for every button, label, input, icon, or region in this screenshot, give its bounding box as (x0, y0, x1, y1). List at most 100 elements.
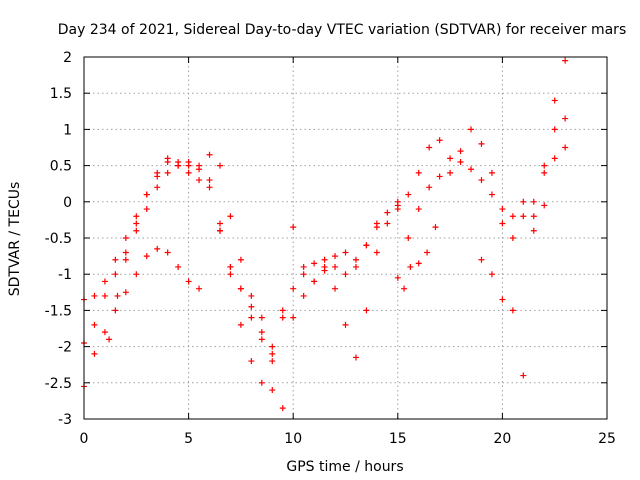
series-arc-3 (81, 245, 203, 390)
data-point (342, 271, 349, 278)
data-point (164, 249, 171, 256)
data-point (432, 224, 439, 231)
data-point (175, 263, 182, 270)
data-point (405, 191, 412, 198)
data-series (81, 57, 569, 412)
data-point (468, 166, 475, 173)
data-point (112, 271, 119, 278)
data-point (509, 307, 516, 314)
y-tick-label: 1.5 (50, 86, 72, 102)
data-point (352, 354, 359, 361)
data-point (541, 202, 548, 209)
data-point (405, 235, 412, 241)
data-point (91, 350, 98, 357)
data-point (415, 206, 422, 213)
data-point (91, 292, 98, 299)
data-point (269, 350, 276, 357)
data-point (133, 227, 140, 234)
data-point (300, 263, 307, 270)
data-point (258, 314, 265, 321)
series-arc-8 (394, 126, 506, 213)
data-point (269, 358, 276, 365)
x-axis-label: GPS time / hours (286, 459, 403, 475)
series-arc-13 (509, 57, 569, 220)
data-point (185, 162, 192, 169)
data-point (196, 285, 203, 292)
data-point (206, 177, 213, 184)
y-tick-label: -3 (58, 412, 72, 428)
data-point (248, 303, 255, 310)
data-point (562, 115, 569, 122)
data-point (332, 285, 339, 292)
data-point (415, 169, 422, 176)
data-point (373, 220, 380, 227)
data-point (562, 144, 569, 151)
data-point (530, 213, 537, 220)
data-point (478, 140, 485, 147)
data-point (530, 227, 537, 234)
x-tick-label: 0 (80, 431, 89, 447)
data-point (143, 206, 150, 213)
data-point (436, 137, 443, 144)
data-point (436, 173, 443, 180)
y-tick-label: -2 (58, 340, 72, 356)
data-point (258, 329, 265, 336)
series-arc-7 (290, 220, 380, 321)
data-point (258, 336, 265, 343)
data-point (237, 256, 244, 263)
data-point (394, 202, 401, 209)
series-arc-5 (216, 206, 401, 361)
y-tick-label: -0.5 (45, 231, 72, 247)
data-point (206, 151, 213, 158)
data-point (499, 206, 506, 213)
data-point (321, 256, 328, 263)
data-point (101, 278, 108, 285)
data-point (300, 292, 307, 299)
data-point (237, 285, 244, 292)
data-point (426, 144, 433, 151)
grid-lines (84, 57, 607, 419)
data-point (216, 227, 223, 234)
data-point (164, 169, 171, 176)
y-tick-label: -2.5 (45, 376, 72, 392)
data-point (91, 321, 98, 328)
x-tick-label: 15 (389, 431, 407, 447)
data-point (499, 296, 506, 303)
data-point (447, 169, 454, 176)
data-point (384, 209, 391, 216)
data-point (122, 256, 129, 263)
data-point (562, 57, 569, 64)
data-point (122, 249, 129, 256)
data-point (520, 213, 527, 220)
data-point (185, 169, 192, 176)
data-point (106, 336, 113, 343)
series-arc-10 (401, 224, 439, 292)
data-point (468, 126, 475, 133)
data-point (185, 278, 192, 285)
data-point (122, 235, 129, 241)
data-point (227, 271, 234, 278)
data-point (279, 314, 286, 321)
data-point (227, 213, 234, 220)
data-point (227, 263, 234, 270)
data-point (196, 166, 203, 173)
data-point (509, 235, 516, 241)
data-point (143, 191, 150, 198)
data-point (401, 285, 408, 292)
data-point (426, 184, 433, 191)
data-point (342, 321, 349, 328)
data-point (133, 220, 140, 227)
data-point (499, 220, 506, 227)
data-point (363, 307, 370, 314)
data-point (258, 379, 265, 386)
data-point (478, 177, 485, 184)
data-point (206, 184, 213, 191)
data-point (520, 372, 527, 379)
data-point (352, 256, 359, 263)
data-point (311, 278, 318, 285)
data-point (342, 249, 349, 256)
data-point (154, 169, 161, 176)
data-point (112, 256, 119, 263)
x-tick-label: 5 (184, 431, 193, 447)
